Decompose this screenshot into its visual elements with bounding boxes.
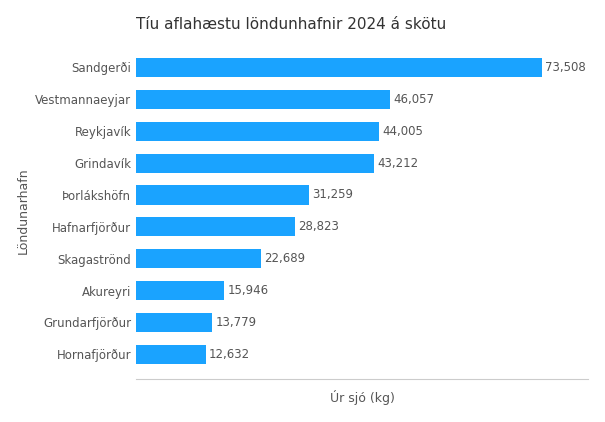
- Bar: [136, 313, 212, 332]
- Bar: [136, 185, 309, 205]
- Bar: [136, 281, 224, 300]
- Text: Tíu aflahæstu löndunhafnir 2024 á skötu: Tíu aflahæstu löndunhafnir 2024 á skötu: [136, 16, 446, 32]
- Text: 12,632: 12,632: [209, 348, 250, 361]
- Bar: [136, 345, 206, 364]
- Text: 15,946: 15,946: [227, 284, 269, 297]
- Bar: [136, 217, 295, 236]
- Bar: [136, 90, 390, 109]
- Bar: [136, 249, 261, 268]
- Y-axis label: Löndunarhafn: Löndunarhafn: [17, 168, 30, 254]
- Text: 44,005: 44,005: [382, 124, 423, 138]
- Text: 13,779: 13,779: [215, 316, 257, 329]
- Bar: [136, 58, 541, 77]
- Bar: [136, 154, 374, 173]
- Text: 43,212: 43,212: [378, 157, 419, 170]
- Text: 73,508: 73,508: [545, 61, 586, 74]
- Text: 31,259: 31,259: [312, 189, 353, 201]
- Text: 22,689: 22,689: [264, 252, 306, 265]
- Bar: [136, 122, 379, 141]
- X-axis label: Úr sjó (kg): Úr sjó (kg): [330, 390, 394, 406]
- Text: 28,823: 28,823: [298, 220, 339, 233]
- Text: 46,057: 46,057: [393, 93, 434, 106]
